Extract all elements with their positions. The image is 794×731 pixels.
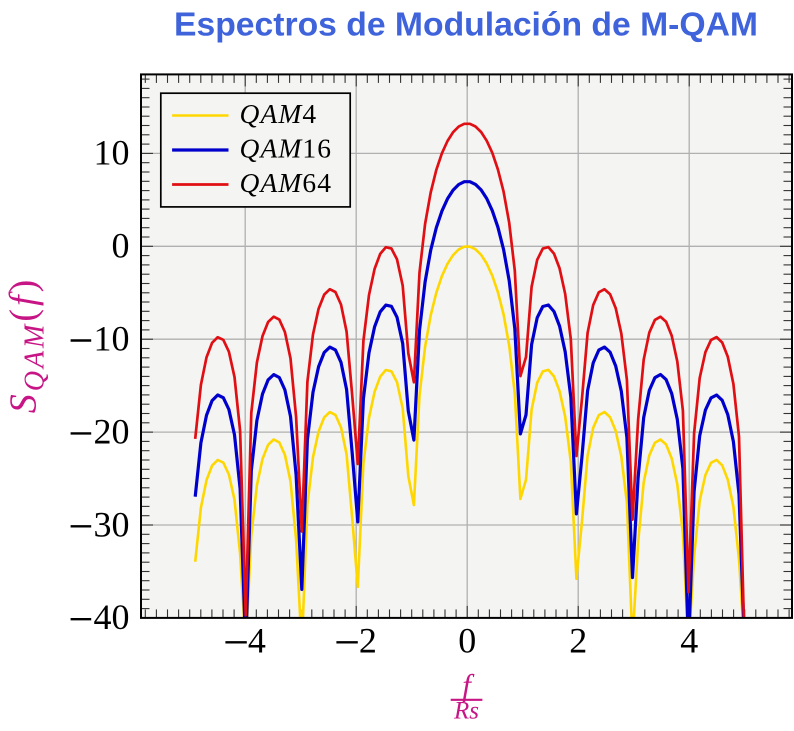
svg-text:40: 40 [94,597,130,637]
svg-text:30: 30 [94,504,130,544]
svg-text:20: 20 [94,411,130,451]
svg-text:QAM16: QAM16 [240,133,333,164]
svg-text:Rs: Rs [453,698,479,725]
svg-text:0: 0 [458,620,476,660]
svg-text:Espectros de Modulación de M-Q: Espectros de Modulación de M-QAM [174,5,758,43]
svg-text:10: 10 [94,133,130,173]
svg-text:10: 10 [94,319,130,359]
svg-text:4: 4 [680,620,698,660]
svg-text:QAM64: QAM64 [240,167,333,198]
svg-text:QAM4: QAM4 [240,98,318,129]
svg-text:4: 4 [248,620,266,660]
svg-text:0: 0 [112,226,130,266]
svg-text:2: 2 [359,620,377,660]
svg-text:2: 2 [569,620,587,660]
